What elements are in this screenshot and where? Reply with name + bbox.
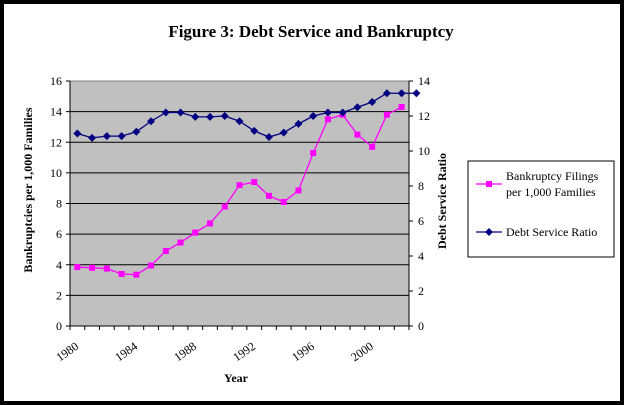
data-point-square — [89, 264, 96, 271]
data-point-square — [236, 182, 243, 189]
data-point-square — [383, 111, 390, 118]
data-point-diamond — [206, 112, 215, 121]
y2-tick-label: 0 — [418, 319, 424, 333]
data-point-diamond — [323, 108, 332, 117]
data-point-diamond — [368, 98, 377, 106]
y-tick-label: 2 — [56, 288, 62, 302]
data-point-square — [133, 271, 140, 278]
x-tick-label: 1996 — [289, 339, 317, 364]
chart-panel: Figure 3: Debt Service and Bankruptcy 0 2… — [4, 4, 620, 401]
y-axis-label: Bankruptcies per 1,000 Families — [21, 107, 35, 272]
data-point-diamond — [294, 119, 303, 128]
x-tick-label: 1988 — [171, 339, 199, 364]
legend-marker-diamond — [485, 228, 493, 236]
data-point-square — [162, 247, 169, 254]
y-tick-label: 16 — [50, 74, 62, 88]
data-point-diamond — [117, 132, 126, 141]
y2-tick-label: 14 — [418, 74, 430, 88]
data-point-diamond — [309, 112, 318, 120]
plot-area — [69, 80, 421, 327]
data-point-square — [369, 143, 376, 150]
data-point-diamond — [338, 108, 347, 117]
data-point-diamond — [88, 133, 97, 142]
x-axis-label: Year — [224, 371, 249, 385]
debt-bankruptcy-chart: Figure 3: Debt Service and Bankruptcy 0 2… — [21, 22, 615, 385]
y-tick-label: 0 — [56, 319, 62, 333]
data-point-diamond — [191, 112, 200, 121]
y-tick-label: 8 — [56, 197, 62, 211]
data-point-diamond — [176, 108, 185, 117]
data-point-diamond — [73, 129, 82, 138]
x-tick-label: 1984 — [112, 339, 140, 364]
data-point-square — [207, 220, 214, 227]
x-tick-label: 1980 — [53, 339, 81, 364]
data-point-diamond — [147, 117, 156, 126]
y-tick-label: 6 — [56, 227, 62, 241]
data-point-square — [74, 264, 81, 271]
legend: Bankruptcy Filings per 1,000 Families Debt… — [467, 160, 615, 258]
data-point-diamond — [397, 89, 406, 98]
y-tick-label: 12 — [50, 135, 62, 149]
y2-tick-label: 4 — [418, 249, 424, 263]
legend-marker-square — [486, 181, 492, 187]
data-point-diamond — [161, 108, 170, 117]
data-point-diamond — [382, 89, 391, 98]
legend-box — [467, 160, 615, 258]
y2-tick-label: 8 — [418, 179, 424, 193]
data-point-diamond — [250, 126, 259, 135]
data-point-square — [310, 149, 317, 156]
data-point-diamond — [264, 133, 273, 141]
data-point-diamond — [132, 127, 141, 136]
x-tick-label: 2000 — [348, 339, 376, 364]
data-point-square — [265, 192, 272, 199]
y2-tick-label: 6 — [418, 214, 424, 228]
chart-title: Figure 3: Debt Service and Bankruptcy — [168, 22, 454, 41]
data-point-square — [221, 203, 228, 210]
data-point-square — [295, 187, 302, 194]
data-point-diamond — [235, 117, 244, 126]
data-point-diamond — [220, 112, 229, 120]
data-point-square — [118, 270, 125, 277]
y-tick-label: 10 — [50, 166, 62, 180]
data-point-square — [280, 198, 287, 205]
data-point-square — [177, 239, 184, 246]
data-point-diamond — [412, 89, 421, 98]
data-point-square — [324, 116, 331, 123]
y2-tick-label: 12 — [418, 109, 430, 123]
y2-axis-label: Debt Service Ratio — [435, 153, 449, 249]
legend-label: Debt Service Ratio — [506, 225, 597, 239]
data-point-square — [148, 262, 155, 269]
data-point-diamond — [102, 132, 111, 141]
x-tick-label: 1992 — [230, 339, 258, 364]
legend-label: Bankruptcy Filings per 1,000 Families — [506, 169, 599, 199]
y-tick-label: 14 — [50, 105, 62, 119]
data-point-square — [192, 229, 199, 236]
data-point-diamond — [279, 128, 288, 137]
data-point-square — [398, 104, 405, 111]
y2-tick-label: 10 — [418, 144, 430, 158]
data-point-square — [251, 179, 258, 186]
data-point-square — [103, 265, 110, 272]
data-point-diamond — [353, 103, 362, 112]
y-tick-label: 4 — [56, 258, 62, 272]
y2-tick-label: 2 — [418, 284, 424, 298]
data-point-square — [354, 131, 361, 138]
